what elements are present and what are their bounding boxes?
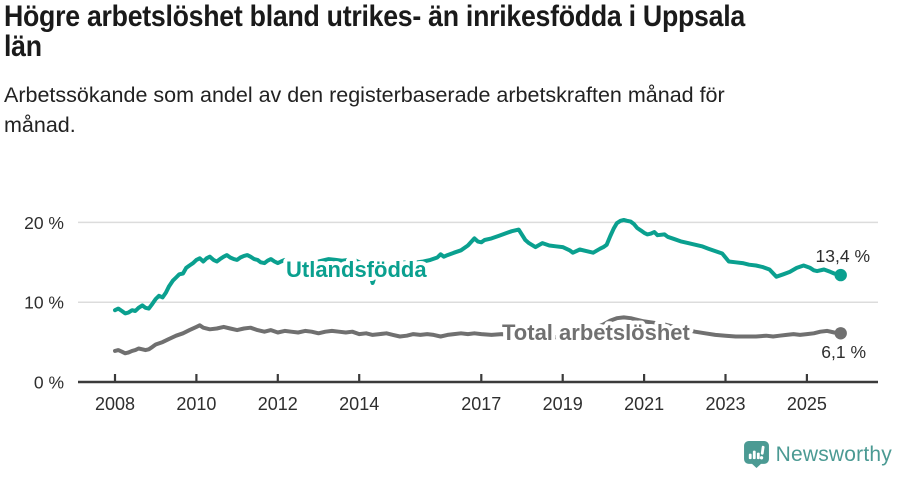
x-tick-label-2019: 2019 [543, 394, 583, 414]
subtitle-line-2: månad. [4, 113, 76, 137]
page-title: Högre arbetslöshet bland utrikes- än inr… [4, 2, 900, 62]
title-line-1: Högre arbetslöshet bland utrikes- än inr… [4, 0, 745, 33]
y-tick-label-10: 10 % [24, 293, 64, 313]
x-tick-label-2010: 2010 [176, 394, 216, 414]
series-line-utlandsf-dda [113, 218, 843, 316]
chart-header: Högre arbetslöshet bland utrikes- än inr… [4, 2, 900, 140]
series-line-total-arbetsl-shet [113, 315, 843, 356]
newsworthy-brand[interactable]: Newsworthy [743, 441, 892, 468]
x-tick-label-2012: 2012 [258, 394, 298, 414]
title-line-2: län [4, 30, 42, 63]
newsworthy-logo-icon [743, 441, 769, 468]
x-tick-label-2023: 2023 [705, 394, 745, 414]
series-label-utlandsf-dda: Utlandsfödda [286, 257, 427, 282]
brand-name: Newsworthy [775, 442, 892, 466]
series-value-label-total-arbetsl-shet: 6,1 % [821, 342, 866, 362]
series-label-total-arbetsl-shet: Total arbetslöshet [502, 320, 691, 345]
x-tick-label-2021: 2021 [624, 394, 664, 414]
y-tick-label-0: 0 % [34, 373, 64, 393]
y-tick-label-20: 20 % [24, 213, 64, 233]
x-tick-label-2017: 2017 [461, 394, 501, 414]
x-tick-label-2014: 2014 [339, 394, 379, 414]
series-end-dot-utlandsf-dda [834, 268, 847, 282]
chart-subtitle: Arbetssökande som andel av den registerb… [4, 80, 900, 140]
x-tick-label-2008: 2008 [95, 394, 135, 414]
subtitle-line-1: Arbetssökande som andel av den registerb… [4, 83, 725, 107]
series-end-dot-total-arbetsl-shet [834, 327, 847, 340]
x-tick-label-2025: 2025 [787, 394, 827, 414]
series-value-label-utlandsf-dda: 13,4 % [816, 246, 870, 266]
